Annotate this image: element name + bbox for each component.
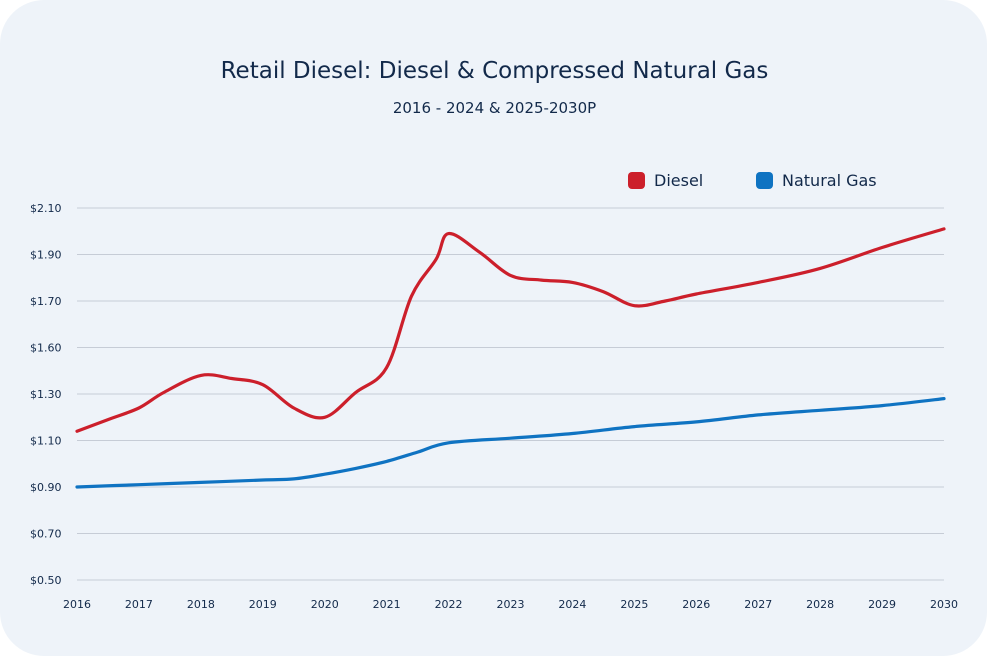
legend-item-diesel: Diesel — [628, 169, 703, 191]
x-tick-label: 2022 — [435, 598, 463, 611]
legend-swatch-natural-gas — [756, 171, 773, 189]
series-line-natural-gas — [75, 397, 946, 489]
y-tick-label: $0.90 — [30, 481, 62, 494]
y-tick-label: $1.60 — [30, 342, 62, 355]
legend-item-natural-gas: Natural Gas — [756, 169, 877, 191]
chart-title: Retail Diesel: Diesel & Compressed Natur… — [220, 58, 769, 84]
legend-swatch-diesel — [628, 171, 645, 189]
legend-label-natural-gas: Natural Gas — [782, 170, 877, 190]
legend-label-diesel: Diesel — [654, 170, 704, 190]
x-tick-label: 2017 — [125, 598, 153, 611]
x-tick-label: 2030 — [930, 598, 958, 611]
series-line-diesel — [75, 227, 946, 433]
y-tick-label: $1.70 — [30, 295, 62, 308]
x-tick-label: 2018 — [187, 598, 215, 611]
x-tick-label: 2016 — [63, 598, 91, 611]
chart-subtitle: 2016 - 2024 & 2025-2030P — [392, 99, 597, 117]
x-tick-label: 2019 — [249, 598, 277, 611]
x-tick-label: 2021 — [373, 598, 401, 611]
x-tick-label: 2024 — [558, 598, 586, 611]
y-tick-label: $0.70 — [30, 528, 62, 541]
y-tick-label: $1.30 — [30, 388, 62, 401]
x-tick-label: 2029 — [868, 598, 896, 611]
x-tick-label: 2020 — [311, 598, 339, 611]
y-tick-label: $2.10 — [30, 202, 62, 215]
y-tick-label: $1.90 — [30, 249, 62, 262]
x-tick-label: 2026 — [682, 598, 710, 611]
x-tick-label: 2023 — [497, 598, 525, 611]
y-tick-label: $1.10 — [30, 435, 62, 448]
x-tick-label: 2025 — [620, 598, 648, 611]
y-tick-label: $0.50 — [30, 574, 62, 587]
x-tick-label: 2027 — [744, 598, 772, 611]
x-tick-label: 2028 — [806, 598, 834, 611]
